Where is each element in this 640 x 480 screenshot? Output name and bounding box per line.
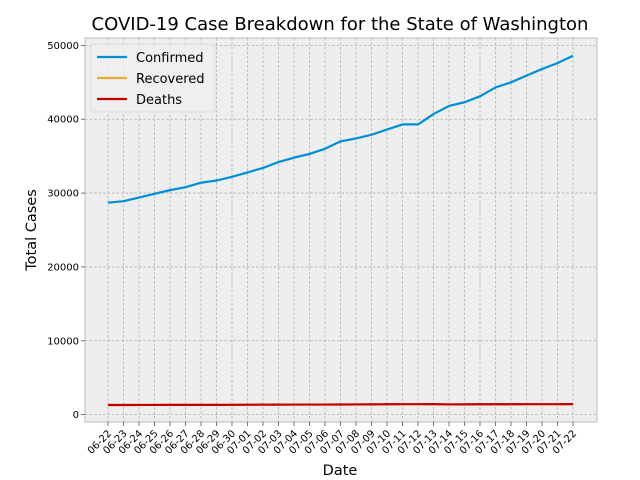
legend-label-confirmed: Confirmed [136, 51, 204, 66]
legend-label-deaths: Deaths [136, 93, 182, 108]
legend-box [90, 43, 216, 113]
y-tick-label: 30000 [47, 189, 79, 200]
series-line-confirmed [107, 54, 574, 204]
x-axis-label: Date [323, 463, 358, 479]
legend: Confirmed Recovered Deaths [90, 43, 216, 113]
series-lines [107, 54, 574, 407]
y-tick-label: 20000 [47, 262, 79, 273]
y-axis-label: Total Cases [24, 189, 40, 272]
y-tick-label: 50000 [47, 41, 79, 52]
series-line-deaths [108, 403, 574, 407]
y-tick-label: 0 [73, 410, 79, 421]
legend-label-recovered: Recovered [136, 72, 205, 87]
chart-title: COVID-19 Case Breakdown for the State of… [92, 14, 589, 35]
y-ticks: 0 10000 20000 30000 40000 50000 [47, 41, 85, 421]
y-tick-label: 10000 [47, 336, 79, 347]
x-ticks: 06-2206-2306-2406-2506-2606-2706-2806-29… [86, 422, 579, 457]
y-tick-label: 40000 [47, 115, 79, 126]
